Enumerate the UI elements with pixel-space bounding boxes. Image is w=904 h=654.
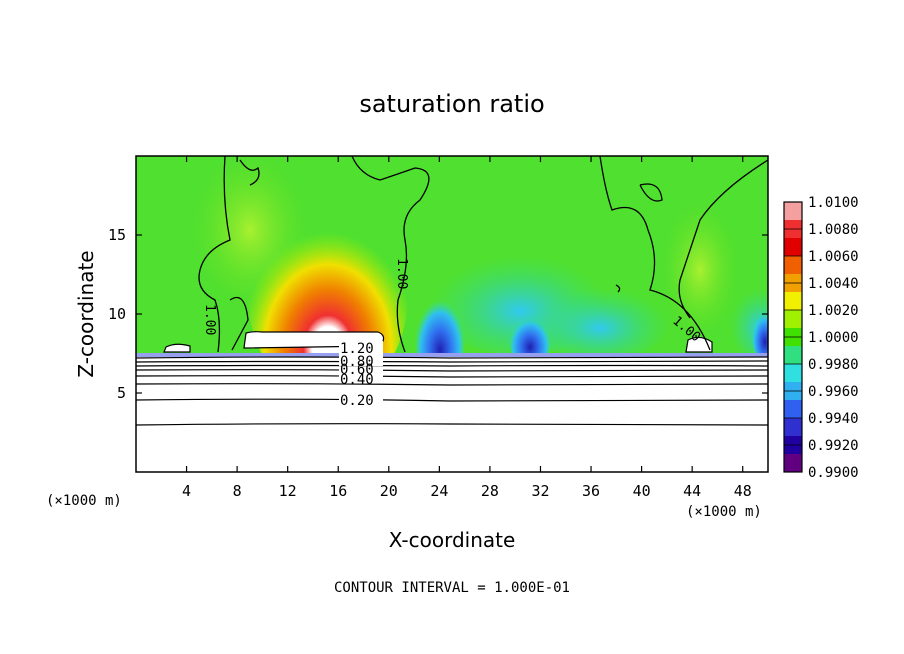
contour-label: 1.20	[340, 341, 374, 357]
x-tick-label: 44	[683, 482, 701, 500]
contour-label: 1.00	[394, 258, 409, 289]
y-axis: 5 10 15	[108, 226, 768, 402]
x-tick-label: 48	[734, 482, 752, 500]
colorbar-label: 1.0000	[808, 330, 859, 346]
y-tick-label: 10	[108, 305, 126, 323]
field-shade	[530, 280, 670, 360]
contour-label-bg	[339, 392, 383, 406]
cloud-base-contour	[163, 343, 191, 353]
x-tick-label: 40	[633, 482, 651, 500]
x-tick-label: 8	[233, 482, 242, 500]
colorbar-label: 1.0100	[808, 195, 859, 211]
contour-label-bg	[339, 354, 383, 366]
colorbar-swatch	[784, 400, 802, 419]
contour-label-bg	[339, 341, 383, 354]
contour-interval-footer: CONTOUR INTERVAL = 1.000E-01	[334, 580, 570, 596]
colorbar-label: 1.0060	[808, 249, 859, 265]
colorbar-swatch	[784, 292, 802, 311]
contour-line	[136, 360, 768, 363]
y-tick-label: 5	[117, 384, 126, 402]
contour-line	[351, 156, 430, 353]
colorbar-label: 1.0020	[808, 303, 859, 319]
x-tick-label: 36	[582, 482, 600, 500]
contour-line	[639, 183, 663, 202]
contour-line	[136, 398, 768, 402]
x-axis: 4 8 12 16 20 24 28 32 36 40 44 48	[182, 156, 752, 500]
colorbar-label: 1.0080	[808, 222, 859, 238]
x-tick-label: 20	[380, 482, 398, 500]
colorbar-label: 0.9940	[808, 411, 859, 427]
contour-line	[198, 156, 231, 353]
contour-line	[136, 356, 768, 359]
dry-plume	[508, 305, 552, 365]
dry-plume	[751, 300, 768, 360]
contour-line	[599, 156, 711, 351]
colorbar-swatch	[784, 202, 802, 221]
contour-line	[136, 364, 768, 367]
y-tick-label: 15	[108, 226, 126, 244]
colorbar-label: 1.0040	[808, 276, 859, 292]
contour-line	[136, 383, 768, 386]
contour-line	[615, 284, 621, 293]
contour-label: 0.80	[340, 354, 374, 370]
contour-line	[239, 159, 260, 186]
colorbar: 1.0100 1.0080 1.0060 1.0040 1.0020 1.0000 0.99…	[783, 195, 859, 481]
x-tick-label: 12	[279, 482, 297, 500]
x-unit-label-right: (×1000 m)	[686, 504, 762, 520]
x-tick-label: 16	[329, 482, 347, 500]
y-axis-title: Z-coordinate	[74, 250, 98, 377]
colorbar-label: 0.9920	[808, 438, 859, 454]
colorbar-swatch	[784, 418, 802, 437]
colorbar-swatch	[784, 454, 802, 473]
contour-line	[678, 159, 768, 319]
colorbar-swatch	[784, 346, 802, 365]
contour-label: 0.20	[340, 393, 374, 409]
colorbar-swatch	[784, 310, 802, 329]
contour-label: 0.60	[340, 362, 374, 378]
x-unit-label: (×1000 m)	[46, 493, 122, 509]
chart-title: saturation ratio	[359, 90, 544, 118]
colorbar-label: 0.9960	[808, 384, 859, 400]
x-axis-title: X-coordinate	[389, 528, 516, 552]
boundary-layer-edge	[136, 353, 768, 357]
colorbar-swatch	[784, 238, 802, 257]
x-tick-label: 32	[531, 482, 549, 500]
contour-line	[136, 375, 768, 378]
contour-line	[136, 423, 768, 426]
colorbar-label: 0.9900	[808, 465, 859, 481]
contour-label-bg	[339, 367, 383, 379]
x-tick-label: 4	[182, 482, 191, 500]
plot-field	[136, 156, 768, 472]
subsaturated-region	[136, 353, 768, 472]
contour-line	[229, 296, 249, 351]
contour-label: 0.40	[340, 372, 374, 388]
colorbar-swatch	[784, 364, 802, 383]
x-tick-label: 24	[430, 482, 448, 500]
colorbar-label: 0.9980	[808, 357, 859, 373]
contour-line	[136, 369, 768, 372]
contour-label: 1.00	[202, 304, 217, 335]
colorbar-swatch	[784, 256, 802, 275]
x-tick-label: 28	[481, 482, 499, 500]
